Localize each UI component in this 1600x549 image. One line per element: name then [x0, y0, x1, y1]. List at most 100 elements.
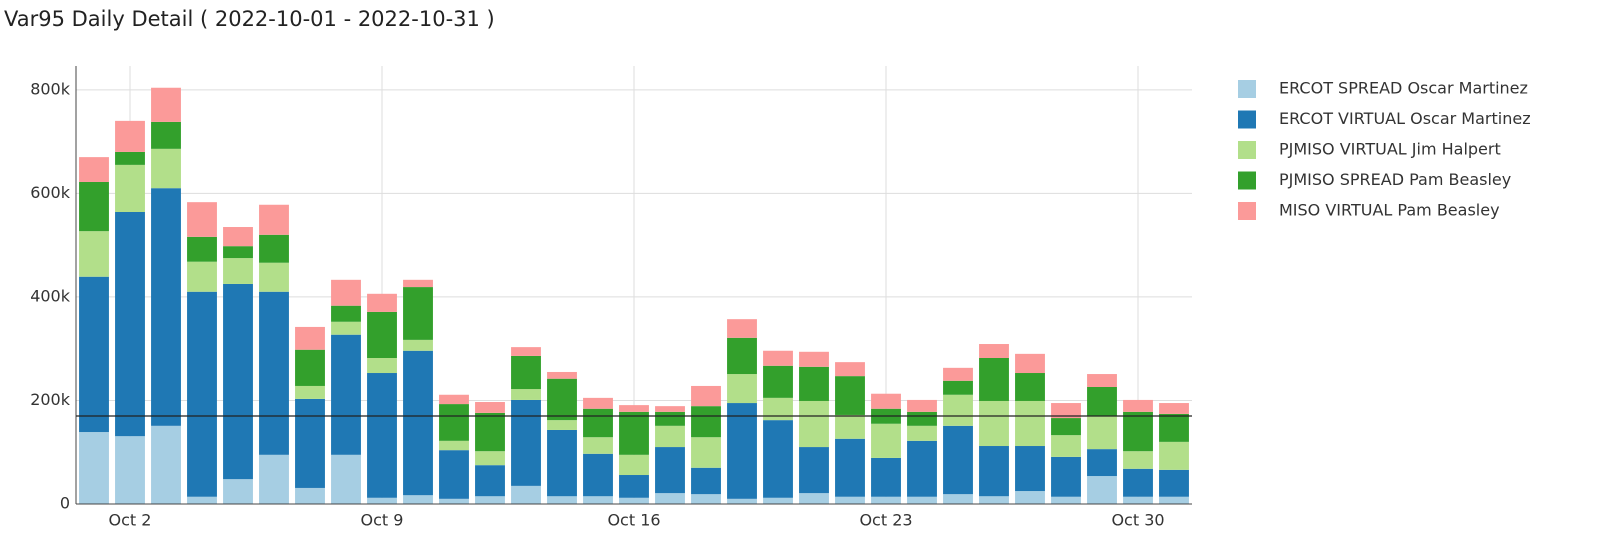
bar-segment [79, 276, 109, 433]
bar-segment [1051, 418, 1081, 436]
bar-segment [259, 262, 289, 292]
bar-segment [1159, 413, 1189, 442]
bar-segment [691, 385, 721, 407]
bar-segment [907, 440, 937, 497]
bar-segment [403, 495, 433, 504]
bar-segment [727, 374, 757, 404]
bar-segment [835, 362, 865, 377]
bar-segment [871, 496, 901, 504]
bar-segment [1087, 415, 1117, 450]
bar-segment [655, 411, 685, 426]
bar-segment [979, 496, 1009, 504]
bar-segment [691, 494, 721, 504]
y-tick-label: 0 [60, 494, 70, 513]
bar-segment [79, 231, 109, 277]
bar-segment [727, 319, 757, 338]
bar-segment [511, 355, 541, 390]
bar-segment [1123, 399, 1153, 412]
bar-segment [799, 447, 829, 494]
bar-segment [79, 432, 109, 504]
bar-segment [763, 397, 793, 421]
bar-segment [799, 400, 829, 448]
bar-segment [691, 467, 721, 495]
bar-segment [907, 496, 937, 504]
bar-segment [367, 373, 397, 498]
bar-segment [1159, 403, 1189, 414]
bar-segment [619, 497, 649, 504]
bar-segment [835, 496, 865, 504]
bar-segment [763, 497, 793, 504]
bar-segment [1159, 469, 1189, 497]
bar-segment [223, 283, 253, 480]
bar-segment [259, 234, 289, 263]
y-tick-label: 400k [30, 286, 71, 305]
bar-segment [727, 403, 757, 499]
bar-segment [151, 425, 181, 504]
bar-segment [331, 321, 361, 335]
bar-segment [871, 393, 901, 409]
bar-segment [367, 311, 397, 358]
bar-segment [259, 291, 289, 455]
x-tick-label: Oct 2 [109, 511, 152, 530]
bar-segment [475, 412, 505, 452]
bar-segment [1123, 496, 1153, 504]
bar-segment [547, 378, 577, 421]
bar-segment [907, 425, 937, 441]
bar-segment [691, 437, 721, 468]
bar-segment [979, 446, 1009, 497]
bar-segment [763, 420, 793, 498]
bar-segment [547, 371, 577, 379]
bar-segment [1087, 476, 1117, 504]
bar-segment [79, 181, 109, 232]
bar-segment [115, 436, 145, 504]
bar-segment [187, 496, 217, 504]
bar-segment [1123, 411, 1153, 452]
x-tick-label: Oct 9 [361, 511, 404, 530]
bar-segment [943, 394, 973, 426]
bar-segment [799, 493, 829, 504]
bar-segment [439, 498, 469, 504]
bar-segment [979, 400, 1009, 447]
bar-segment [1051, 403, 1081, 419]
bar-segment [187, 291, 217, 497]
bar-segment [763, 350, 793, 366]
bar-segment [655, 406, 685, 412]
legend-label: ERCOT SPREAD Oscar Martinez [1279, 79, 1528, 98]
bar-segment [331, 334, 361, 455]
bar-segment [583, 408, 613, 438]
bar-segment [619, 405, 649, 412]
bar-segment [295, 349, 325, 386]
bar-segment [187, 261, 217, 292]
bar-segment [331, 454, 361, 504]
bar-segment [547, 496, 577, 504]
bar-segment [979, 344, 1009, 358]
bar-segment [223, 246, 253, 259]
bar-segment [439, 394, 469, 405]
bar-segment [1015, 446, 1045, 492]
chart-title: Var95 Daily Detail ( 2022-10-01 - 2022-1… [4, 7, 495, 31]
bar-segment [1015, 400, 1045, 447]
x-tick-label: Oct 23 [859, 511, 912, 530]
bar-segment [115, 212, 145, 437]
bar-segment [619, 411, 649, 455]
bar-segment [1159, 441, 1189, 470]
bar-segment [979, 358, 1009, 401]
legend-label: PJMISO VIRTUAL Jim Halpert [1279, 140, 1501, 159]
bar-segment [1051, 435, 1081, 457]
legend-label: ERCOT VIRTUAL Oscar Martinez [1279, 109, 1531, 128]
bar-segment [295, 487, 325, 504]
bar-segment [223, 479, 253, 504]
bar-segment [151, 148, 181, 189]
bar-segment [583, 437, 613, 454]
bar-segment [367, 293, 397, 312]
bar-segment [691, 406, 721, 438]
bar-segment [259, 454, 289, 504]
bar-segment [727, 498, 757, 504]
bar-segment [1051, 456, 1081, 497]
bar-segment [907, 411, 937, 426]
bar-segment [1123, 468, 1153, 497]
bar-segment [295, 385, 325, 399]
bar-segment [331, 279, 361, 306]
bar-segment [763, 365, 793, 398]
bar-segment [835, 376, 865, 415]
